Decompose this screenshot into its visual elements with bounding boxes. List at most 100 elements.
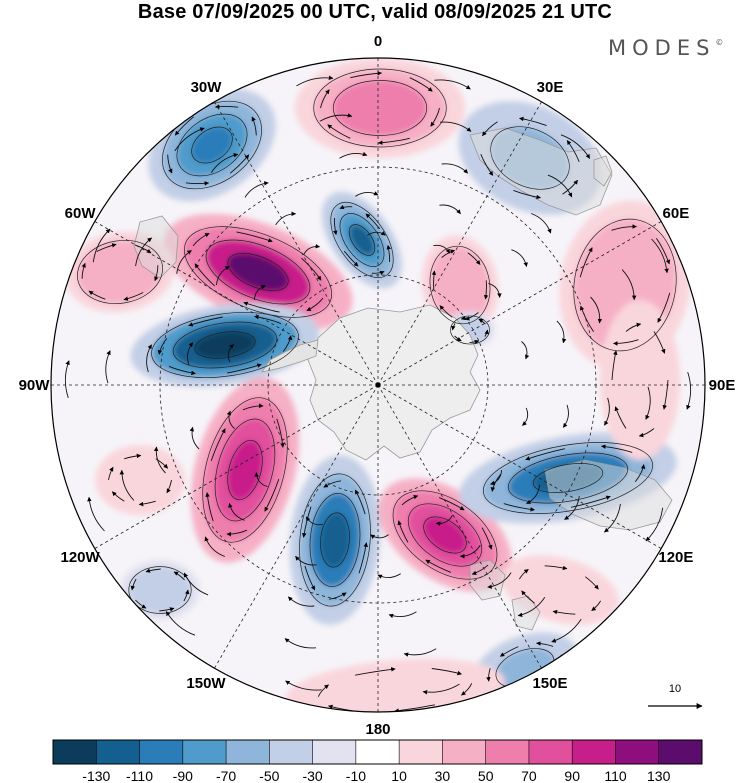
contour-12-3 [532,463,604,493]
colorbar: -130 -110 -90 -70 -50 -30 -10 10 30 50 70 90 110 130 [52,739,703,783]
meridian-line-11 [214,101,379,386]
streamline-arrow-76 [525,448,565,461]
anomaly-blob-17-level-3 [125,468,155,492]
colorbar-label-5: -30 [302,768,322,783]
streamline-arrow-163 [105,350,111,384]
streamline-arrow-167 [439,121,472,132]
streamline-arrow-170 [645,386,651,420]
streamline-arrow-129 [488,282,502,298]
streamline-arrow-97 [123,292,144,301]
streamline-arrow-140 [355,191,379,197]
colorbar-swatch-14 [658,740,703,764]
streamline-arrow-131 [522,407,529,426]
streamline-arrow-28 [236,231,273,243]
contour-3-2 [339,213,385,267]
streamline-arrow-0 [430,107,440,127]
streamline-arrow-13 [513,189,541,200]
contour-9-2 [214,418,276,522]
streamline-arrow-115 [638,428,655,438]
streamline-arrow-179 [296,75,334,87]
contour-10-3 [320,512,350,568]
streamline-arrow-137 [187,342,194,366]
streamline-arrow-88 [499,646,519,657]
colorbar-label-3: -70 [216,768,236,783]
longitude-label-120e: 120E [658,549,693,566]
streamline-arrow-12 [562,179,578,195]
chart-title: Base 07/09/2025 00 UTC, valid 08/09/2025… [137,1,613,23]
colorbar-frame [52,739,703,765]
streamline-arrow-29 [301,257,322,281]
colorbar-swatch-10 [485,740,530,764]
colorbar-swatch-11 [528,740,573,764]
copyright-mark: © [715,38,724,47]
map-border [50,57,706,713]
streamline-arrow-23 [386,244,391,263]
contour-5-1 [151,312,299,378]
longitude-label-90w: 90W [19,377,51,394]
streamline-arrow-114 [662,379,669,410]
streamline-arrow-142 [511,249,528,268]
streamline-arrow-105 [108,466,114,481]
contour-11-2 [407,503,483,567]
streamline-arrow-153 [339,151,368,159]
brand-text: MODES [608,36,716,60]
streamline-arrow-79 [552,609,576,615]
streamline-arrow-93 [130,578,137,591]
contour-5-2 [172,321,278,369]
streamline-arrow-122 [254,472,268,488]
anomaly-blob-9-level-3 [227,440,263,500]
streamline-arrow-186 [422,683,460,695]
colorbar-swatch-5 [269,740,313,764]
streamline-arrow-68 [397,520,409,543]
streamline-arrow-116 [614,406,627,429]
streamline-arrow-135 [228,502,245,521]
anomaly-blob-19-level-3 [627,354,653,406]
contour-lines [77,68,677,688]
anomaly-blob-10-level-3 [320,512,350,568]
meridian-line-2 [377,221,662,386]
contour-12-2 [507,452,629,504]
streamline-arrow-104 [111,491,125,502]
streamline-arrow-20 [333,217,338,236]
streamline-arrow-151 [176,250,192,274]
contour-11-3 [423,516,467,554]
streamline-arrow-158 [564,496,580,520]
streamline-arrow-119 [653,331,666,354]
streamline-arrow-64 [323,480,342,488]
streamline-arrow-57 [210,428,226,462]
streamline-arrow-148 [204,536,225,557]
colorbar-swatch-9 [442,740,486,764]
streamline-arrow-156 [590,296,603,324]
pole-dot-icon [375,382,381,388]
streamline-arrow-121 [305,516,323,526]
streamline-arrow-67 [425,559,452,573]
landmass-layer [133,127,673,631]
africa-landmass [469,127,613,216]
streamline-arrow-73 [571,495,611,508]
meridian-line-10 [94,221,379,386]
contour-5-3 [194,331,256,359]
streamline-arrow-96 [154,265,159,282]
streamline-arrow-182 [651,238,669,274]
streamline-arrow-83 [585,576,599,590]
longitude-label-150e: 150E [532,675,567,692]
streamline-arrow-100 [96,243,117,252]
streamline-arrow-22 [365,213,381,230]
colorbar-label-13: 130 [647,768,671,783]
streamline-arrow-157 [604,397,610,426]
streamline-arrow-161 [287,596,315,607]
streamline-arrow-188 [165,611,196,636]
longitude-label-120w: 120W [61,549,101,566]
streamline-arrow-58 [242,403,264,411]
new-zealand-landmass [469,559,541,631]
anomaly-blob-16-level-3 [102,259,138,285]
streamline-arrow-138 [215,266,230,286]
streamline-arrow-125 [253,284,266,301]
meridian-line-7 [214,384,379,669]
streamline-arrow-172 [517,597,546,618]
streamline-arrow-44 [579,305,594,333]
streamline-arrow-124 [227,344,234,363]
streamline-arrow-184 [645,507,664,542]
streamline-arrow-61 [328,592,347,600]
